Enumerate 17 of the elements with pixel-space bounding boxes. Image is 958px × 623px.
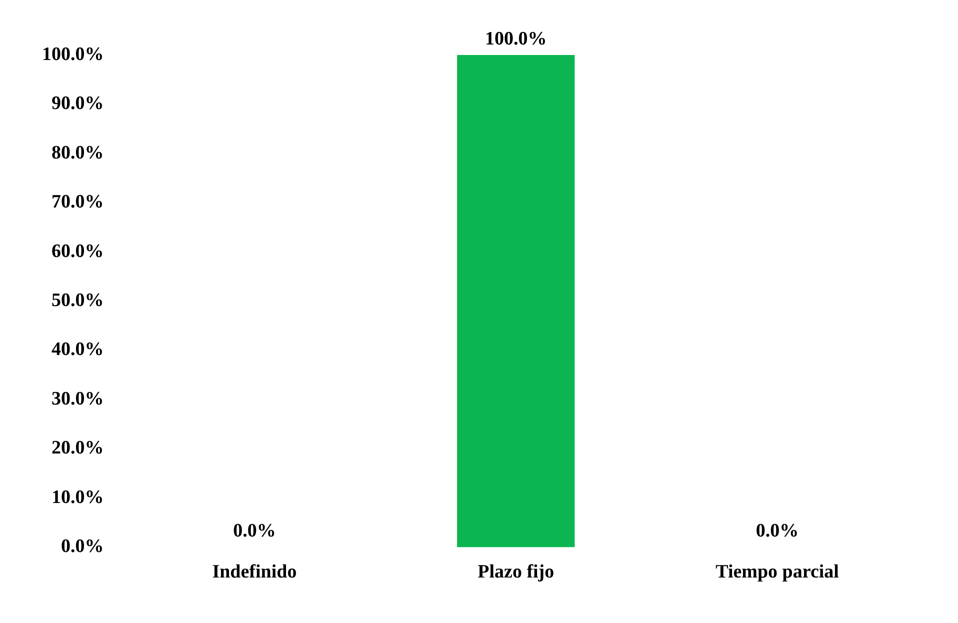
y-tick-label: 40.0% (52, 339, 104, 360)
y-tick-label: 70.0% (52, 192, 104, 213)
y-tick-label: 30.0% (52, 388, 104, 410)
y-tick-label: 60.0% (52, 240, 104, 262)
x-tick-label: Plazo fijo (478, 562, 554, 583)
y-tick-label: 100.0% (42, 44, 104, 65)
data-label: 0.0% (756, 520, 799, 542)
y-tick-label: 50.0% (52, 290, 104, 312)
y-tick-label: 80.0% (52, 142, 104, 164)
y-tick-label: 20.0% (52, 438, 104, 459)
y-tick-label: 0.0% (61, 536, 104, 558)
y-tick-label: 90.0% (52, 93, 104, 114)
data-label: 0.0% (233, 520, 276, 542)
y-tick-label: 10.0% (52, 486, 104, 508)
x-tick-label: Tiempo parcial (716, 562, 839, 583)
x-tick-label: Indefinido (212, 562, 297, 583)
data-label: 100.0% (485, 28, 547, 50)
